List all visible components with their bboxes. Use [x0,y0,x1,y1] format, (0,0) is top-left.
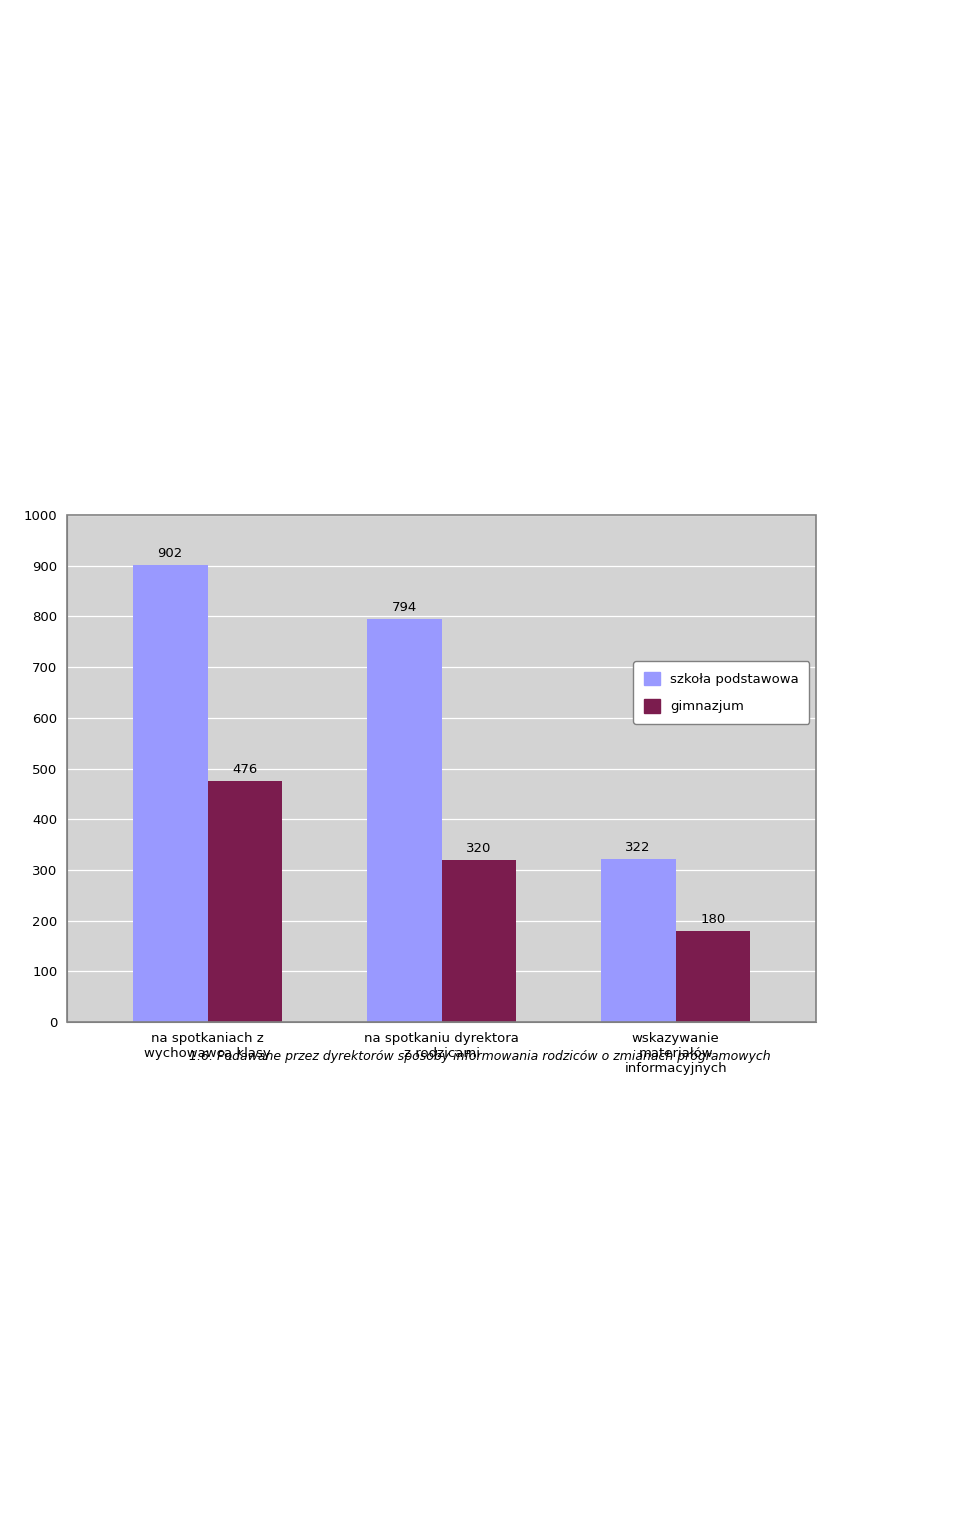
Text: 320: 320 [467,842,492,855]
Text: 322: 322 [625,841,651,853]
Text: 1.6. Podawane przez dyrektorów sposoby informowania rodziców o zmianach programo: 1.6. Podawane przez dyrektorów sposoby i… [189,1050,771,1062]
Bar [676,931,751,1022]
Bar [207,781,282,1022]
Legend: szkoła podstawowa, gimnazjum: szkoła podstawowa, gimnazjum [634,661,809,724]
Text: 902: 902 [157,547,182,559]
Bar [132,564,207,1022]
Bar [601,859,676,1022]
Text: 476: 476 [232,762,257,776]
Text: 180: 180 [701,913,726,925]
Bar [367,619,442,1022]
Text: 794: 794 [392,601,417,615]
Bar [67,515,816,1022]
Bar [442,859,516,1022]
